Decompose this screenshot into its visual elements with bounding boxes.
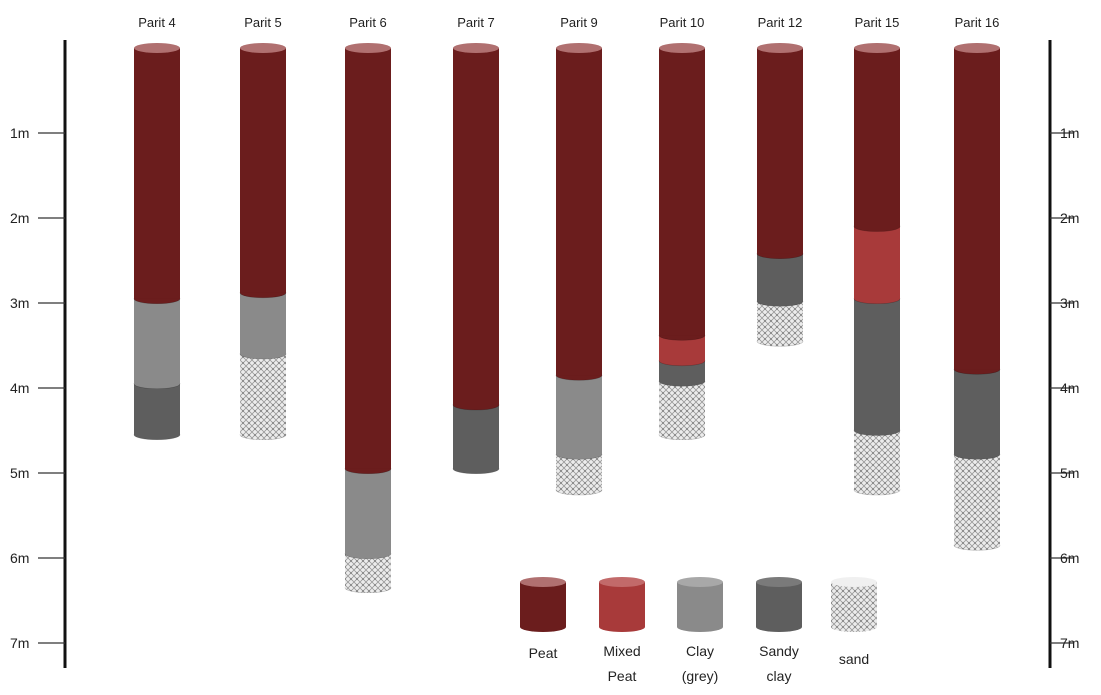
right-tick-label: 1m — [1060, 125, 1079, 141]
left-tick-label: 4m — [10, 380, 29, 396]
legend-item: sand — [831, 577, 877, 667]
left-tick-label: 2m — [10, 210, 29, 226]
core-label: Parit 10 — [660, 15, 705, 30]
core-column: Parit 6 — [344, 15, 392, 594]
left-tick-label: 3m — [10, 295, 29, 311]
axes-group: 1m 1m 2m 2m 3m 3m 4m 4m 5m 5m 6m 6m 7m 7m — [10, 40, 1079, 668]
legend-item: Sandy clay — [756, 577, 802, 684]
core-layer-clay-grey — [240, 292, 286, 354]
core-layer-peat — [954, 48, 1000, 370]
left-tick-label: 6m — [10, 550, 29, 566]
left-tick-label: 7m — [10, 635, 29, 651]
right-tick-label: 6m — [1060, 550, 1079, 566]
core-layer-sand — [556, 454, 602, 490]
core-column: Parit 5 — [239, 15, 287, 441]
legend: Peat Mixed Peat Clay (grey) Sandy clay sand — [520, 577, 877, 684]
core-top-cap — [556, 43, 602, 53]
core-layer-peat — [556, 48, 602, 376]
core-column: Parit 15 — [853, 15, 901, 496]
legend-swatch-body — [520, 582, 566, 627]
right-tick-label: 7m — [1060, 635, 1079, 651]
legend-swatch-body — [677, 582, 723, 627]
left-tick-label: 1m — [10, 125, 29, 141]
legend-label: Mixed — [603, 643, 640, 659]
legend-label: Peat — [608, 668, 637, 684]
core-column: Parit 10 — [658, 15, 706, 441]
core-top-cap — [345, 43, 391, 53]
core-column: Parit 9 — [555, 15, 603, 496]
legend-swatch-top — [599, 577, 645, 587]
core-layer-peat — [659, 48, 705, 336]
core-layer-clay-grey — [134, 298, 180, 384]
core-top-cap — [240, 43, 286, 53]
legend-item: Peat — [520, 577, 566, 661]
core-top-cap — [453, 43, 499, 53]
core-label: Parit 15 — [855, 15, 900, 30]
legend-label: (grey) — [682, 668, 719, 684]
right-tick-label: 4m — [1060, 380, 1079, 396]
core-layer-sandy-clay — [659, 360, 705, 382]
core-label: Parit 4 — [138, 15, 176, 30]
core-top-cap — [134, 43, 180, 53]
legend-label: Peat — [529, 645, 558, 661]
core-layer-sandy-clay — [854, 298, 900, 431]
core-layer-clay-grey — [556, 375, 602, 455]
core-column: Parit 16 — [953, 15, 1001, 551]
cores-group: Parit 4 Parit 5 Parit 6 Parit 7 Parit 9 Parit… — [133, 15, 1001, 594]
core-layer-sand — [954, 454, 1000, 546]
core-layer-peat — [134, 48, 180, 299]
core-label: Parit 12 — [758, 15, 803, 30]
core-layer-sand — [345, 553, 391, 588]
right-tick-label: 5m — [1060, 465, 1079, 481]
core-layer-sandy-clay — [134, 383, 180, 435]
legend-swatch-body — [756, 582, 802, 627]
legend-swatch-body — [831, 582, 877, 627]
core-top-cap — [659, 43, 705, 53]
right-tick-label: 3m — [1060, 295, 1079, 311]
legend-label: Clay — [686, 643, 714, 659]
legend-swatch-top — [520, 577, 566, 587]
core-layer-sandy-clay — [954, 369, 1000, 455]
core-label: Parit 6 — [349, 15, 387, 30]
legend-swatch-top — [831, 577, 877, 587]
core-top-cap — [854, 43, 900, 53]
core-layer-sand — [854, 430, 900, 490]
left-tick-label: 5m — [10, 465, 29, 481]
legend-label: clay — [767, 668, 792, 684]
core-column: Parit 4 — [133, 15, 181, 441]
core-layer-peat — [757, 48, 803, 254]
core-top-cap — [954, 43, 1000, 53]
core-layer-sand — [757, 301, 803, 342]
core-layer-mixed-peat — [854, 226, 900, 299]
legend-label: Sandy — [759, 643, 799, 659]
core-label: Parit 7 — [457, 15, 495, 30]
legend-item: Clay (grey) — [677, 577, 723, 684]
core-column: Parit 7 — [452, 15, 500, 475]
legend-swatch-body — [599, 582, 645, 627]
core-layer-clay-grey — [345, 468, 391, 554]
core-layer-peat — [345, 48, 391, 469]
right-tick-label: 2m — [1060, 210, 1079, 226]
legend-swatch-top — [677, 577, 723, 587]
core-layer-sandy-clay — [453, 405, 499, 469]
core-label: Parit 5 — [244, 15, 282, 30]
core-layer-sandy-clay — [757, 253, 803, 302]
core-column: Parit 12 — [756, 15, 804, 347]
core-layer-sand — [659, 381, 705, 435]
core-layer-peat — [453, 48, 499, 405]
core-label: Parit 9 — [560, 15, 598, 30]
core-layer-sand — [240, 354, 286, 435]
legend-label: sand — [839, 651, 869, 667]
core-layer-peat — [240, 48, 286, 293]
legend-item: Mixed Peat — [599, 577, 645, 684]
core-label: Parit 16 — [955, 15, 1000, 30]
core-layer-peat — [854, 48, 900, 227]
core-top-cap — [757, 43, 803, 53]
legend-swatch-top — [756, 577, 802, 587]
